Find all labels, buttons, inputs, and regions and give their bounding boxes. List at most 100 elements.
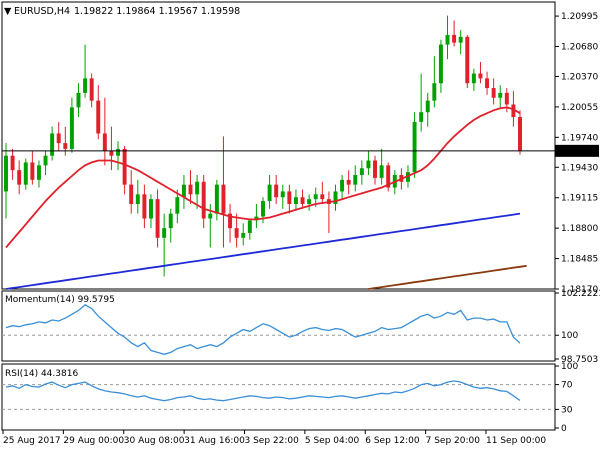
candle-body — [379, 165, 384, 178]
rsi-tick-label: 30 — [561, 405, 573, 415]
candle — [221, 136, 226, 248]
candle — [293, 189, 298, 211]
candle — [10, 148, 15, 180]
candle — [83, 44, 88, 98]
candle — [333, 184, 338, 211]
candle-body — [148, 199, 153, 219]
candle-body — [432, 83, 437, 101]
ohlc-values: 1.19822 1.19864 1.19567 1.19598 — [74, 6, 240, 17]
price-tick-label: 1.20995 — [561, 12, 598, 22]
candle-body — [122, 148, 127, 185]
momentum-tick-label: 102.2221 — [561, 289, 600, 299]
candle-body — [498, 92, 503, 98]
candle — [102, 97, 107, 166]
candle — [491, 78, 496, 105]
time-tick-label: 31 Aug 16:00 — [184, 436, 245, 446]
candle — [267, 175, 272, 209]
candle-body — [287, 191, 292, 204]
candle-body — [83, 78, 88, 93]
time-tick-label: 6 Sep 12:00 — [365, 436, 420, 446]
candle-body — [208, 213, 213, 219]
candle-body — [129, 184, 134, 204]
time-tick-label: 5 Sep 04:00 — [305, 436, 360, 446]
candle-body — [346, 179, 351, 185]
candle — [23, 158, 28, 190]
candle-body — [109, 150, 114, 156]
candle-body — [511, 104, 516, 118]
candle — [188, 170, 193, 204]
candle — [17, 160, 22, 195]
candle — [366, 150, 371, 175]
candle — [438, 39, 443, 93]
momentum-tick-label: 100 — [561, 331, 578, 341]
candle-body — [445, 34, 450, 45]
candle — [300, 189, 305, 209]
candle-body — [168, 213, 173, 229]
candle — [56, 121, 61, 151]
candle-body — [458, 36, 463, 43]
candle — [122, 146, 127, 195]
candle — [50, 126, 55, 161]
rsi-tick-label: 70 — [561, 381, 573, 391]
candle-body — [471, 73, 476, 84]
candle — [195, 175, 200, 209]
current-price-tag — [555, 144, 599, 157]
candle — [379, 148, 384, 185]
price-tick-label: 1.20055 — [561, 103, 598, 113]
candle-body — [142, 194, 147, 219]
rsi-series: 100 70 30 0 — [2, 362, 578, 434]
candle — [452, 20, 457, 47]
candle-body — [50, 133, 55, 156]
momentum-series: 102.2221 100 98.7503 — [2, 289, 600, 365]
candle-body — [373, 160, 378, 178]
candle-body — [63, 143, 68, 149]
candle — [181, 175, 186, 209]
candle-body — [504, 92, 509, 105]
candle — [307, 194, 312, 211]
candle-body — [155, 199, 160, 238]
candle — [162, 213, 167, 277]
candle — [129, 170, 134, 214]
candle — [4, 143, 8, 219]
momentum-line — [5, 304, 521, 355]
candle-body — [491, 88, 496, 98]
candle-body — [4, 155, 8, 192]
price-tick-label: 1.18485 — [561, 255, 598, 265]
candle — [326, 191, 331, 233]
candle-body — [188, 184, 193, 195]
candle-body — [162, 228, 167, 238]
momentum-title: Momentum(14) 99.5795 — [5, 295, 115, 305]
candle — [89, 73, 94, 108]
time-tick-label: 30 Aug 08:00 — [124, 436, 185, 446]
candle — [274, 175, 279, 204]
candle-body — [56, 133, 61, 144]
momentum-tick-label: 98.7503 — [561, 355, 598, 365]
candle-body — [23, 162, 28, 185]
candle — [386, 162, 391, 192]
candle — [30, 150, 35, 185]
price-tick-label: 1.18170 — [561, 285, 598, 295]
price-axis: 1.20995 1.20680 1.20370 1.20055 1.19740 1.194… — [555, 12, 598, 295]
candle-body — [478, 73, 483, 79]
candle — [498, 85, 503, 108]
candle — [43, 150, 48, 175]
moving-averages — [5, 106, 527, 290]
collapse-arrow-icon[interactable]: ▼ — [4, 6, 12, 17]
ma-slow-line — [368, 264, 527, 290]
candle — [412, 112, 417, 178]
candle — [69, 97, 74, 153]
current-price-label: 1.19598 — [558, 147, 595, 157]
rsi-line — [5, 380, 521, 402]
candle-body — [116, 148, 121, 156]
candle — [471, 68, 476, 91]
ma-fast-line — [5, 106, 521, 249]
price-tick-label: 1.20370 — [561, 72, 598, 82]
candle-body — [485, 78, 490, 89]
candle-body — [241, 232, 246, 238]
candle-body — [359, 168, 364, 175]
candle — [76, 83, 81, 118]
candle-body — [267, 184, 272, 202]
candle — [241, 223, 246, 246]
